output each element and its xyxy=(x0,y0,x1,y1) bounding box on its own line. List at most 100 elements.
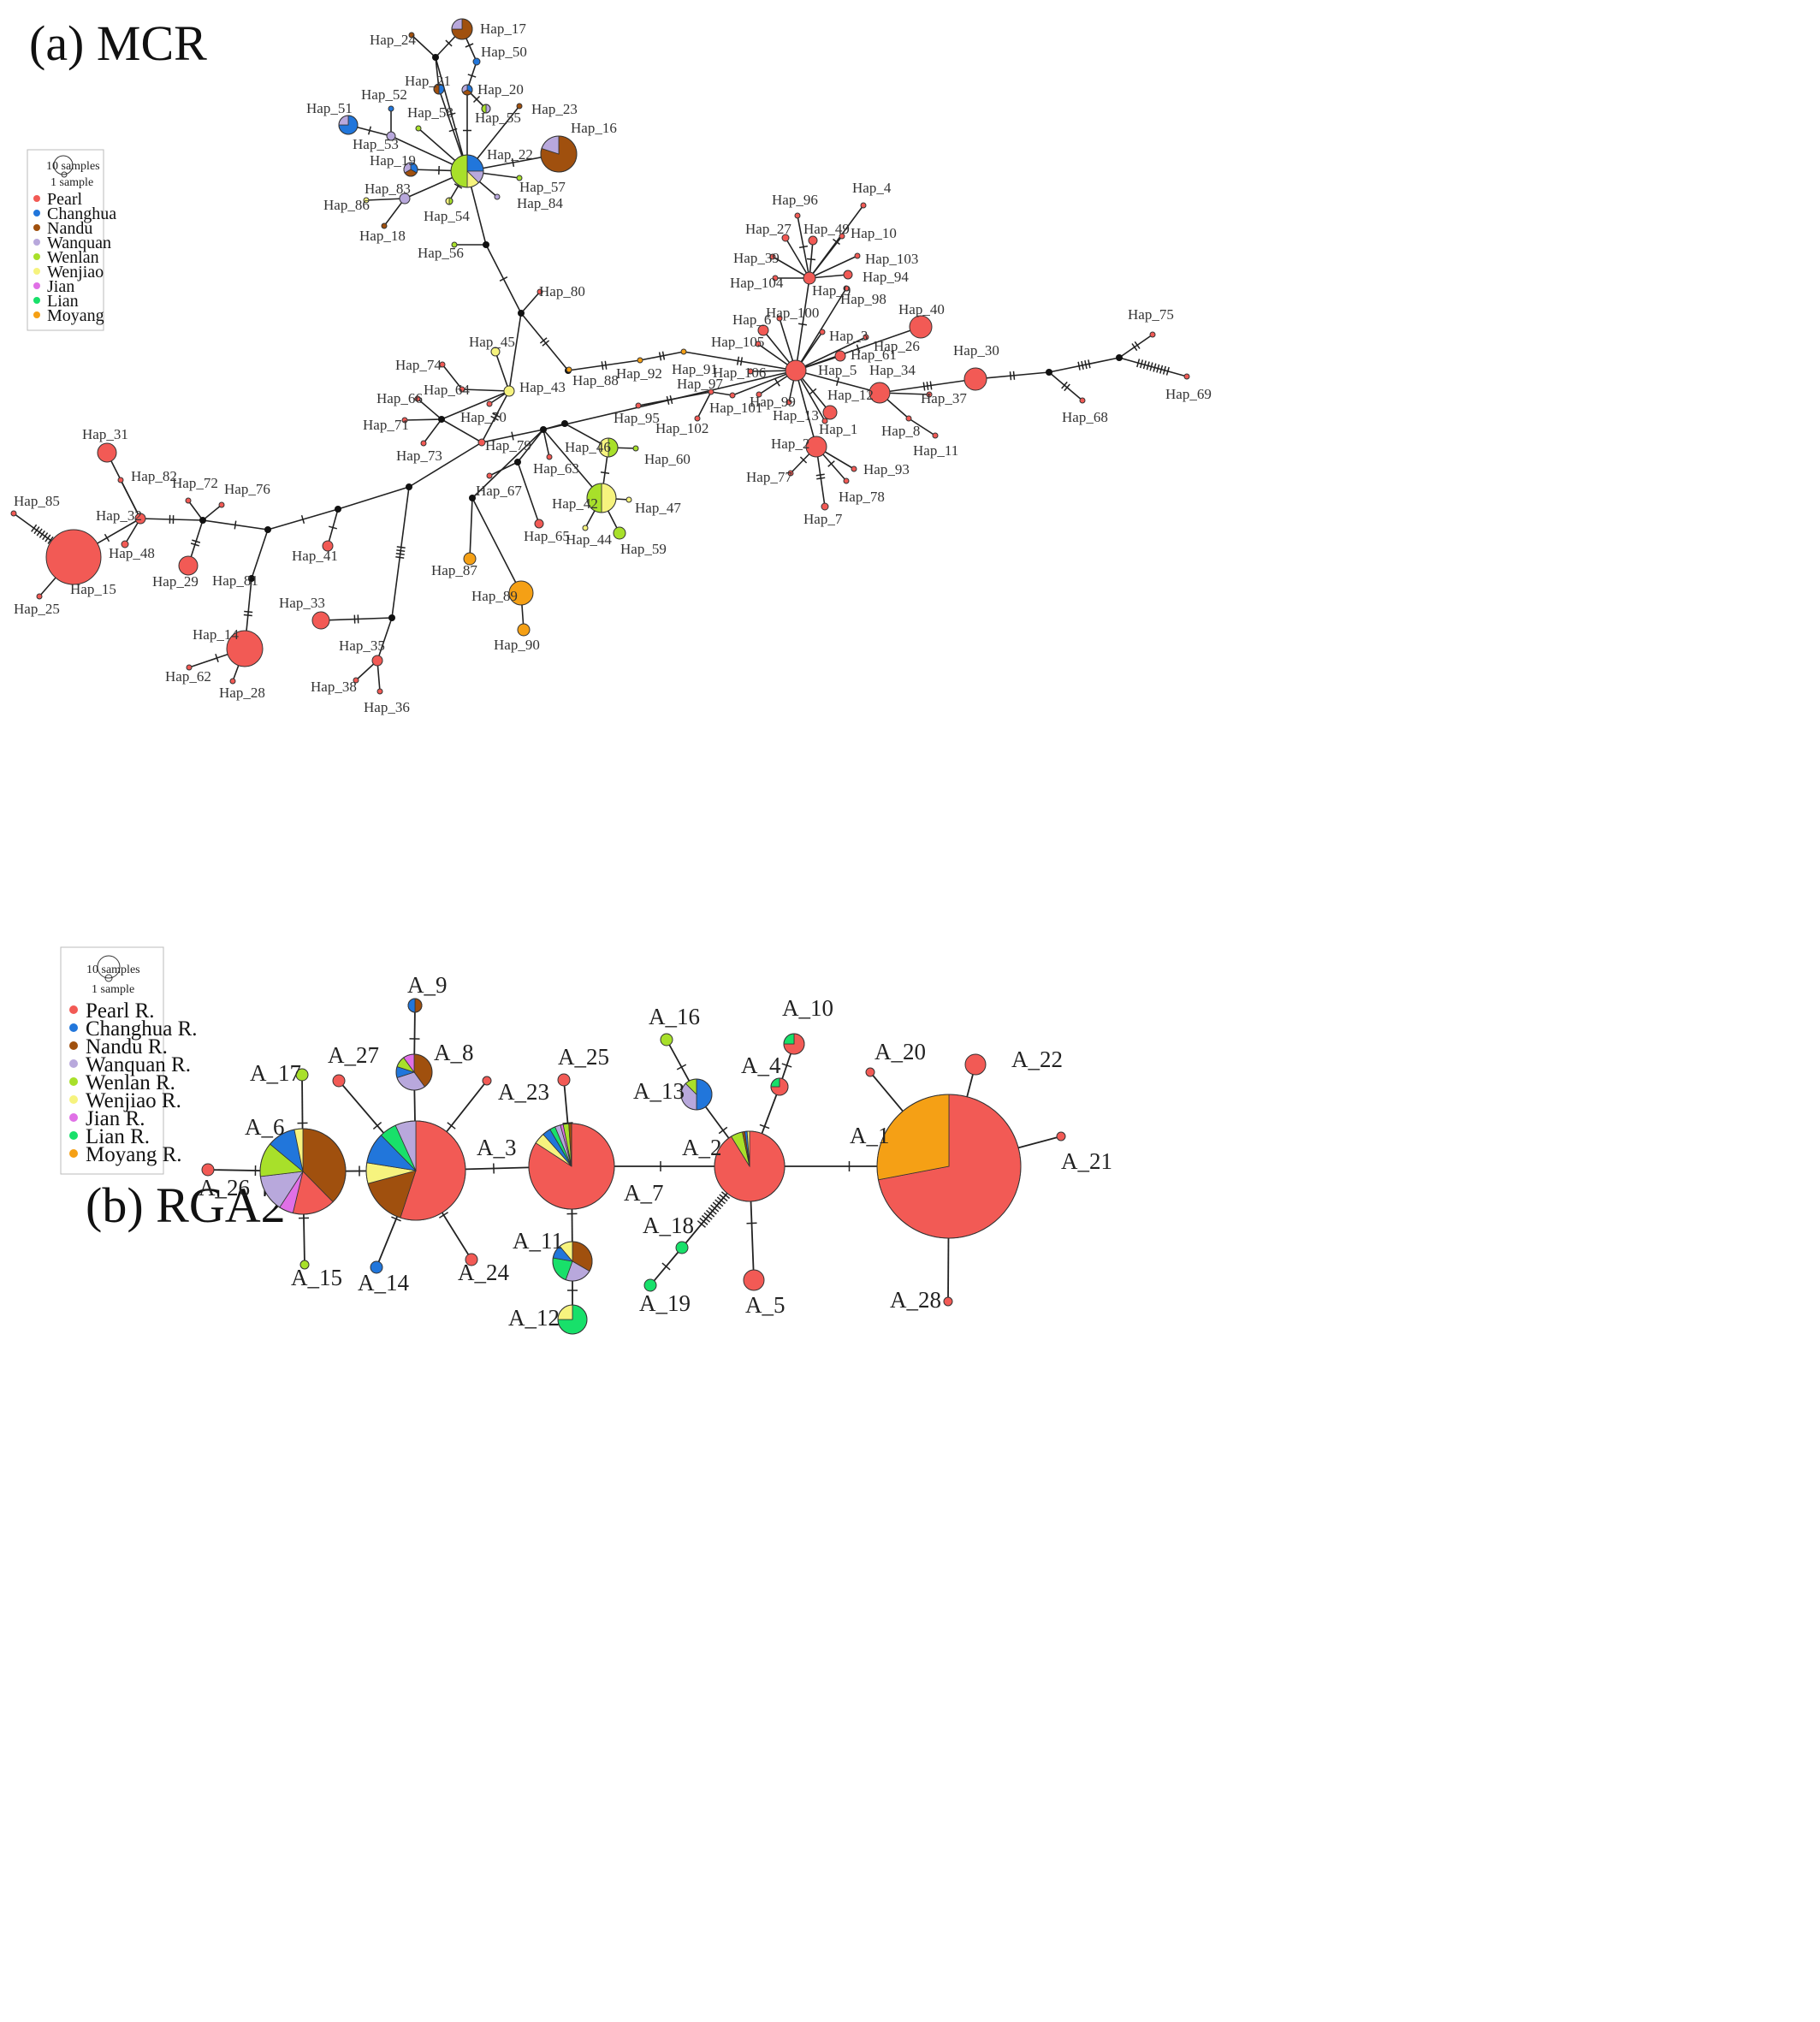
mcr-label: Hap_36 xyxy=(364,699,410,715)
node-h5 xyxy=(785,359,807,382)
rga2-label: A_11 xyxy=(513,1228,563,1254)
node-circle xyxy=(643,1278,657,1292)
node-circle xyxy=(332,1074,346,1088)
node-outline xyxy=(259,1128,347,1215)
rga2-label: A_19 xyxy=(639,1290,691,1316)
node-circle xyxy=(401,417,408,424)
node-circle xyxy=(821,418,828,424)
node-circle xyxy=(863,334,869,341)
node-circle xyxy=(755,341,762,347)
mutation-tick xyxy=(47,536,54,544)
edge-j3-j4 xyxy=(542,423,566,430)
node-h55 xyxy=(481,104,491,114)
node-h37 xyxy=(926,391,933,398)
rga2-labels: A_9 A_8 A_27 A_16 A_10 A_17 A_25 A_20 A_22 A_23 A_… xyxy=(199,972,1112,1331)
edge-h91-h5 xyxy=(683,351,797,371)
node-circle xyxy=(865,1067,875,1077)
mcr-label: Hap_21 xyxy=(405,73,451,89)
rga2-label: A_2 xyxy=(682,1135,722,1160)
rga2-label: A_7 xyxy=(624,1180,664,1206)
edge-h92-h91 xyxy=(639,351,685,361)
node-circle xyxy=(1149,331,1156,338)
mcr-label: Hap_24 xyxy=(370,32,416,48)
mutation-tick xyxy=(244,610,253,614)
node-circle xyxy=(943,1296,953,1307)
edge-j14-h24 xyxy=(411,34,436,58)
mutation-tick xyxy=(922,382,926,391)
node-h38 xyxy=(353,677,359,684)
node-h47 xyxy=(625,496,632,503)
mutation-tick xyxy=(1156,364,1160,373)
node-circle xyxy=(534,519,544,529)
mcr-label: Hap_23 xyxy=(531,101,578,117)
legend-b-swatch xyxy=(69,1059,78,1068)
node-circle xyxy=(516,103,523,110)
legend-b-swatch xyxy=(69,1149,78,1158)
node-circle xyxy=(482,1076,492,1086)
node-A8 xyxy=(395,1053,433,1091)
edge-h43-h45 xyxy=(495,351,510,392)
edge-j8-h87 xyxy=(469,497,473,560)
mcr-label: Hap_85 xyxy=(14,493,60,509)
mcr-label: Hap_28 xyxy=(219,685,265,701)
node-circle xyxy=(299,1260,310,1270)
node-h90 xyxy=(517,623,531,637)
edge-j21-h75 xyxy=(1118,334,1153,359)
mutation-tick xyxy=(1162,365,1167,375)
mcr-label: Hap_20 xyxy=(477,81,524,98)
mcr-label: Hap_53 xyxy=(353,136,399,152)
node-A4 xyxy=(770,1077,789,1096)
mcr-label: Hap_40 xyxy=(898,301,945,317)
legend-b-swatch xyxy=(69,1041,78,1050)
mcr-label: Hap_31 xyxy=(82,426,128,442)
mutation-tick xyxy=(929,381,933,390)
node-h50 xyxy=(472,57,481,66)
median-vector xyxy=(264,526,271,533)
edge-j6-h79 xyxy=(441,418,483,443)
rga2-label: A_5 xyxy=(745,1292,786,1318)
mutation-tick xyxy=(856,344,861,353)
legend-a-item-label: Nandu xyxy=(47,219,92,238)
panel-a-mcr-network: (a) MCR Hap_17 Hap_24 Hap_50 Hap_21 Hap_20 Ha… xyxy=(10,15,1212,715)
mcr-label: Hap_49 xyxy=(803,221,850,237)
legend-b-scale-large-label: 10 samples xyxy=(86,964,140,976)
node-h13 xyxy=(786,399,792,406)
mutation-tick xyxy=(835,377,840,386)
node-h102 xyxy=(694,415,701,422)
node-A12 xyxy=(557,1304,588,1335)
mcr-label: Hap_35 xyxy=(339,637,385,654)
legend-b-item-label: Moyang R. xyxy=(86,1143,182,1166)
node-circle xyxy=(472,57,481,66)
node-h92 xyxy=(637,357,643,364)
node-circle xyxy=(926,391,933,398)
rga2-label: A_4 xyxy=(741,1053,781,1078)
rga2-label: A_17 xyxy=(250,1060,301,1086)
mcr-label: Hap_12 xyxy=(827,387,874,403)
edge-h9-h10 xyxy=(809,235,843,279)
node-h83 xyxy=(399,193,411,205)
node-circle xyxy=(388,105,394,112)
node-h39 xyxy=(769,253,776,260)
mcr-label: Hap_87 xyxy=(431,562,477,578)
edge-j6-h71 xyxy=(404,418,442,421)
mcr-label: Hap_56 xyxy=(418,245,464,261)
median-vector xyxy=(248,575,255,582)
legend-a-swatch xyxy=(33,224,40,231)
node-circle xyxy=(371,655,383,667)
mcr-label: Hap_22 xyxy=(487,146,533,163)
node-h34 xyxy=(869,382,891,404)
edge-j1-h43 xyxy=(508,312,522,392)
node-circle xyxy=(781,234,790,242)
mcr-label: Hap_38 xyxy=(311,679,357,695)
node-circle xyxy=(805,436,827,458)
mcr-label: Hap_44 xyxy=(566,531,612,548)
node-h87 xyxy=(463,552,477,566)
node-h69 xyxy=(1183,373,1190,380)
node-circle xyxy=(408,32,415,39)
node-h93 xyxy=(851,465,857,472)
node-h86 xyxy=(363,197,370,204)
node-circle xyxy=(439,361,446,368)
node-outline xyxy=(783,1033,805,1055)
mcr-label: Hap_47 xyxy=(635,500,681,516)
node-h52 xyxy=(388,105,394,112)
